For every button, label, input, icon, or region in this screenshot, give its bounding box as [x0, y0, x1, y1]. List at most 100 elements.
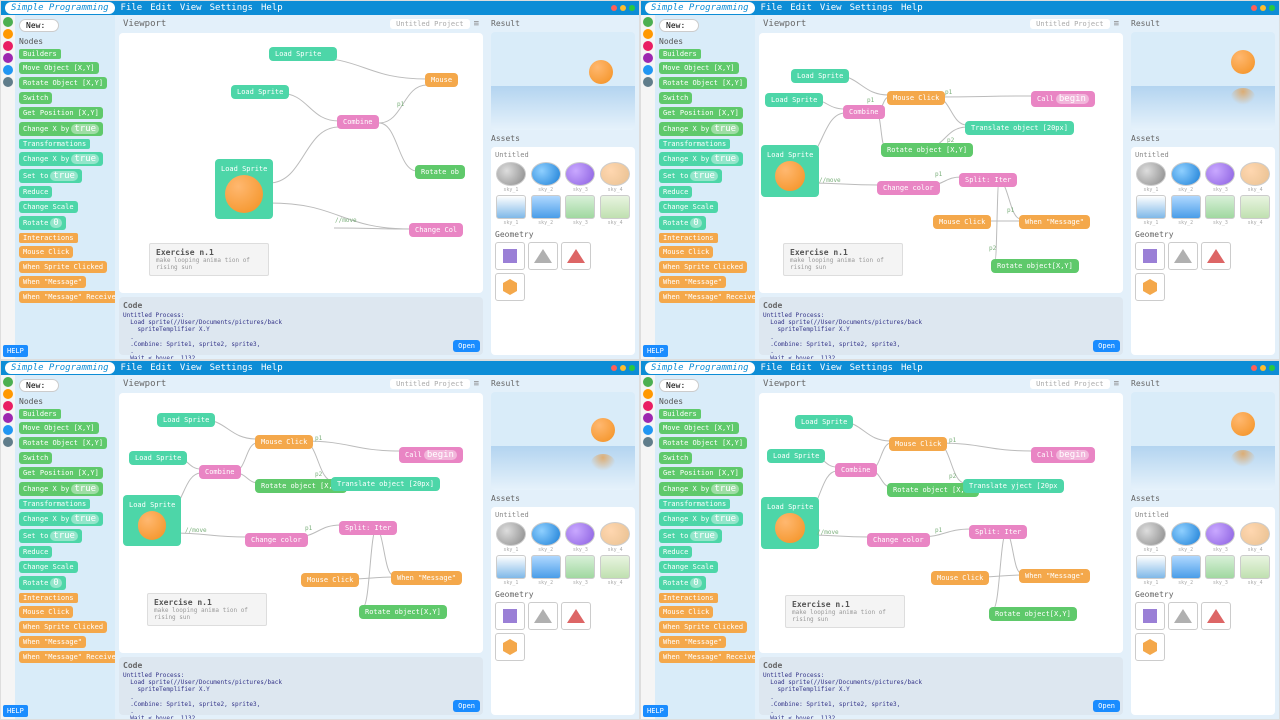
palette-node[interactable]: Set totrue [659, 529, 722, 543]
asset-item[interactable]: sky_3 [565, 162, 597, 193]
canvas-node[interactable]: Callbegin [399, 447, 463, 463]
asset-item[interactable]: sky_3 [1205, 195, 1237, 226]
palette-node[interactable]: Move Object [X,Y] [659, 62, 739, 74]
hamburger-icon[interactable]: ≡ [1114, 19, 1119, 29]
canvas-node[interactable]: Change Col [409, 223, 463, 237]
geometry-tri[interactable] [528, 602, 558, 630]
palette-node[interactable]: Switch [659, 92, 692, 104]
asset-item[interactable]: sky_3 [565, 555, 597, 586]
palette-node[interactable]: Reduce [19, 546, 52, 558]
palette-node[interactable]: Change X bytrue [19, 512, 103, 526]
canvas-node[interactable]: Combine [337, 115, 379, 129]
rail-tool-2[interactable] [3, 401, 13, 411]
window-dot-2[interactable] [1269, 5, 1275, 11]
canvas-node[interactable]: Translate object [20px] [331, 477, 440, 491]
window-dot-1[interactable] [620, 5, 626, 11]
rail-tool-2[interactable] [3, 41, 13, 51]
project-tab[interactable]: Untitled Project [390, 379, 469, 389]
rail-tool-2[interactable] [643, 401, 653, 411]
canvas-node[interactable]: Load Sprite [767, 449, 825, 463]
rail-tool-1[interactable] [643, 29, 653, 39]
palette-node[interactable]: Change X bytrue [19, 482, 103, 496]
rail-tool-0[interactable] [3, 377, 13, 387]
palette-node[interactable]: Mouse Click [19, 606, 73, 618]
geometry-tri[interactable] [1201, 242, 1231, 270]
canvas-node[interactable]: Rotate object[X,Y] [989, 607, 1077, 621]
canvas-node[interactable]: Translate object [20px] [965, 121, 1074, 135]
palette-node[interactable]: When "Message" [19, 636, 86, 648]
palette-node[interactable]: Rotate0 [19, 216, 66, 230]
help-button[interactable]: HELP [643, 705, 668, 717]
canvas-node[interactable]: When "Message" [391, 571, 462, 585]
hamburger-icon[interactable]: ≡ [474, 379, 479, 389]
palette-node[interactable]: Get Position [X,Y] [19, 107, 103, 119]
palette-node[interactable]: Change X bytrue [659, 152, 743, 166]
geometry-tri[interactable] [561, 602, 591, 630]
palette-node[interactable]: Change Scale [659, 201, 718, 213]
window-dot-2[interactable] [629, 5, 635, 11]
menu-view[interactable]: View [820, 363, 842, 373]
palette-node[interactable]: Rotate Object [X,Y] [19, 77, 107, 89]
asset-item[interactable]: sky_3 [1205, 522, 1237, 553]
canvas-node[interactable]: Load Sprite [269, 47, 337, 61]
canvas-node[interactable]: Callbegin [1031, 447, 1095, 463]
rail-tool-4[interactable] [643, 425, 653, 435]
asset-item[interactable]: sky_1 [495, 522, 527, 553]
rail-tool-3[interactable] [643, 413, 653, 423]
asset-item[interactable]: sky_2 [1170, 162, 1202, 193]
asset-item[interactable]: sky_1 [1135, 195, 1167, 226]
code-open-button[interactable]: Open [453, 340, 480, 352]
asset-item[interactable]: sky_3 [565, 522, 597, 553]
geometry-sq[interactable] [495, 602, 525, 630]
palette-node[interactable]: Set totrue [659, 169, 722, 183]
canvas-node[interactable]: Load Sprite [157, 413, 215, 427]
asset-item[interactable]: sky_1 [495, 195, 527, 226]
help-button[interactable]: HELP [643, 345, 668, 357]
window-dot-1[interactable] [620, 365, 626, 371]
menu-help[interactable]: Help [261, 363, 283, 373]
canvas-node[interactable]: Callbegin [1031, 91, 1095, 107]
node-canvas[interactable]: Load SpriteLoad SpriteLoad SpriteCombine… [759, 33, 1123, 293]
asset-item[interactable]: sky_4 [1239, 522, 1271, 553]
canvas-node[interactable]: Split: Iter [969, 525, 1027, 539]
asset-item[interactable]: sky_4 [599, 555, 631, 586]
canvas-node[interactable]: Split: Iter [959, 173, 1017, 187]
asset-item[interactable]: sky_4 [1239, 195, 1271, 226]
canvas-node[interactable]: Rotate object[X,Y] [359, 605, 447, 619]
rail-tool-5[interactable] [3, 77, 13, 87]
geometry-tri[interactable] [1168, 242, 1198, 270]
window-dot-0[interactable] [611, 365, 617, 371]
palette-node[interactable]: When Sprite Clicked [19, 621, 107, 633]
rail-tool-1[interactable] [3, 389, 13, 399]
rail-tool-3[interactable] [3, 53, 13, 63]
palette-node[interactable]: Change X bytrue [659, 512, 743, 526]
palette-node[interactable]: Switch [659, 452, 692, 464]
canvas-node[interactable]: Load Sprite [761, 145, 819, 197]
palette-node[interactable]: Rotate Object [X,Y] [659, 77, 747, 89]
geometry-tri[interactable] [561, 242, 591, 270]
rail-tool-4[interactable] [3, 65, 13, 75]
asset-item[interactable]: sky_2 [1170, 522, 1202, 553]
asset-item[interactable]: sky_1 [495, 555, 527, 586]
canvas-node[interactable]: Combine [199, 465, 241, 479]
palette-node[interactable]: Change Scale [19, 561, 78, 573]
asset-item[interactable]: sky_2 [530, 522, 562, 553]
asset-item[interactable]: sky_2 [530, 555, 562, 586]
asset-item[interactable]: sky_1 [1135, 162, 1167, 193]
rail-tool-5[interactable] [3, 437, 13, 447]
palette-node[interactable]: Move Object [X,Y] [19, 422, 99, 434]
palette-node[interactable]: Change Scale [659, 561, 718, 573]
menu-view[interactable]: View [180, 363, 202, 373]
palette-node[interactable]: Reduce [19, 186, 52, 198]
canvas-node[interactable]: Split: Iter [339, 521, 397, 535]
palette-node[interactable]: Mouse Click [659, 246, 713, 258]
menu-help[interactable]: Help [901, 3, 923, 13]
canvas-node[interactable]: Mouse Click [889, 437, 947, 451]
canvas-node[interactable]: Load Sprite [791, 69, 849, 83]
canvas-node[interactable]: Change color [867, 533, 930, 547]
window-dot-1[interactable] [1260, 365, 1266, 371]
canvas-node[interactable]: Load Sprite [215, 159, 273, 219]
palette-node[interactable]: When "Message" [659, 636, 726, 648]
menu-file[interactable]: File [761, 3, 783, 13]
canvas-node[interactable]: When "Message" [1019, 569, 1090, 583]
